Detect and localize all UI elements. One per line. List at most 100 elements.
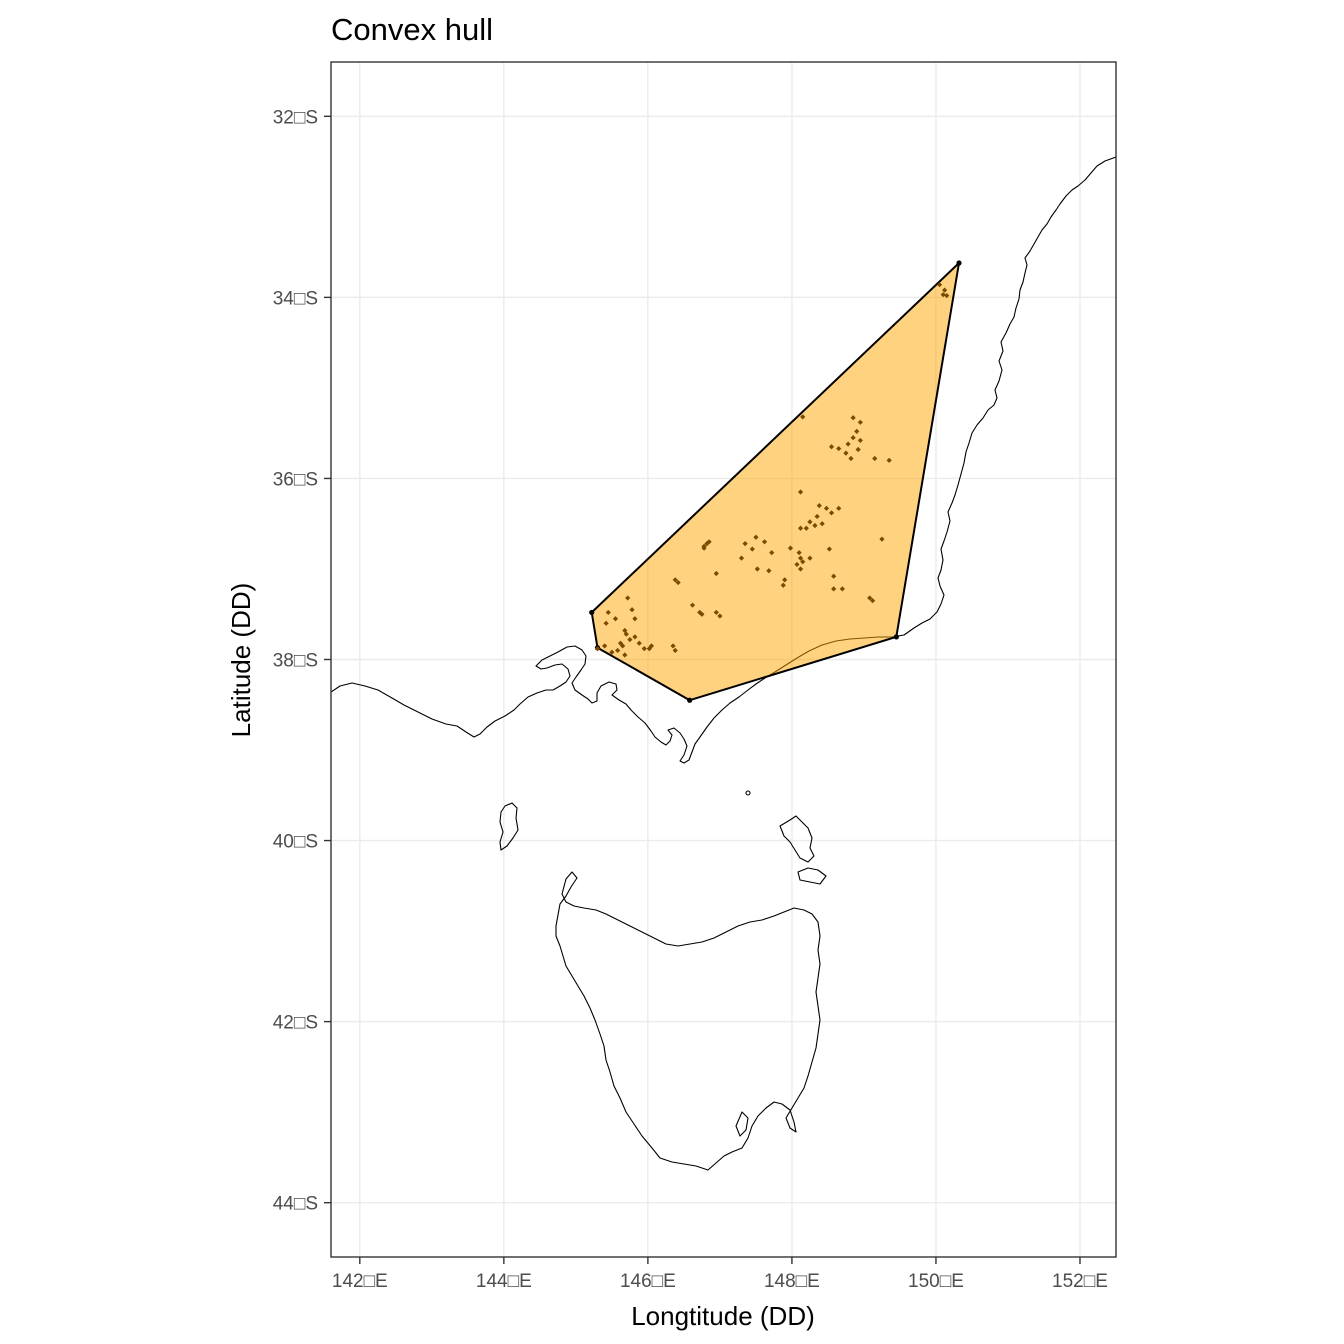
- y-tick-label: 32□S: [273, 107, 318, 128]
- occurrence-point: [738, 555, 745, 561]
- x-tick-label: 152□E: [1052, 1271, 1108, 1292]
- occurrence-point: [879, 536, 885, 542]
- coastline-bruny-island: [735, 1111, 749, 1137]
- occurrence-point: [609, 649, 615, 655]
- occurrence-point: [689, 602, 696, 608]
- points-layer: [594, 282, 950, 658]
- occurrence-point: [816, 502, 822, 509]
- occurrence-point: [782, 577, 788, 583]
- occurrence-point: [828, 444, 835, 450]
- occurrence-point: [857, 419, 863, 425]
- coastline-cape-barren-island: [797, 867, 827, 885]
- occurrence-point: [675, 579, 681, 586]
- occurrence-point: [854, 428, 860, 434]
- x-tick-label: 150□E: [908, 1271, 964, 1292]
- y-tick-label: 44□S: [273, 1194, 318, 1215]
- convex-hull-polygon: [590, 262, 960, 702]
- occurrence-point: [615, 647, 621, 654]
- occurrence-point: [831, 586, 837, 592]
- occurrence-point: [836, 505, 842, 511]
- occurrence-point: [800, 414, 806, 420]
- occurrence-point: [754, 566, 760, 572]
- occurrence-point: [872, 455, 878, 462]
- occurrence-point: [797, 566, 804, 572]
- occurrence-point: [623, 631, 629, 637]
- coastline-tasmania: [555, 871, 821, 1171]
- occurrence-point: [672, 647, 678, 654]
- occurrence-point: [713, 570, 719, 577]
- occurrence-point: [831, 573, 837, 579]
- occurrence-point: [617, 640, 624, 646]
- occurrence-point: [800, 559, 806, 565]
- x-tick-label: 146□E: [620, 1271, 676, 1292]
- hull-vertex: [893, 634, 899, 640]
- occurrence-point: [706, 539, 712, 545]
- occurrence-point: [672, 577, 678, 583]
- y-axis: 32□S 34□S 36□S 38□S 40□S 42□S 44□S: [273, 107, 331, 1215]
- y-tick-label: 38□S: [273, 651, 318, 672]
- x-axis: 142□E 144□E 146□E 148□E 150□E 152□E: [332, 1257, 1108, 1292]
- occurrence-point: [797, 489, 804, 495]
- x-tick-label: 142□E: [332, 1271, 388, 1292]
- occurrence-point: [780, 582, 786, 588]
- occurrence-point: [701, 545, 707, 551]
- occurrence-point: [941, 287, 948, 293]
- occurrence-point: [823, 505, 830, 511]
- occurrence-point: [787, 545, 794, 551]
- occurrence-point: [839, 586, 845, 592]
- occurrence-point: [826, 546, 832, 552]
- occurrence-point: [594, 646, 601, 652]
- occurrence-point: [794, 561, 800, 568]
- occurrence-point: [886, 457, 892, 463]
- occurrence-point: [807, 555, 813, 561]
- occurrence-point: [857, 437, 863, 444]
- occurrence-point: [636, 640, 642, 646]
- occurrence-point: [648, 643, 655, 649]
- occurrence-point: [699, 611, 705, 617]
- occurrence-point: [632, 616, 638, 622]
- occurrence-point: [713, 609, 719, 616]
- occurrence-point: [670, 643, 676, 649]
- occurrence-point: [944, 292, 950, 299]
- occurrence-point: [603, 620, 609, 626]
- occurrence-point: [850, 435, 856, 441]
- occurrence-point: [836, 445, 842, 452]
- occurrence-point: [796, 550, 802, 556]
- occurrence-point: [627, 636, 633, 643]
- occurrence-point: [848, 455, 854, 462]
- occurrence-point: [814, 513, 820, 520]
- occurrence-point: [605, 609, 611, 616]
- hull-layer: [589, 260, 962, 703]
- occurrence-point: [819, 521, 825, 527]
- occurrence-point: [828, 510, 835, 516]
- hull-vertex: [687, 697, 693, 703]
- occurrence-point: [769, 550, 775, 556]
- occurrence-point: [797, 525, 804, 531]
- x-tick-label: 148□E: [764, 1271, 820, 1292]
- occurrence-point: [622, 627, 628, 634]
- occurrence-point: [749, 546, 755, 552]
- occurrence-point: [717, 613, 723, 619]
- occurrence-point: [620, 643, 626, 649]
- map-panel: [331, 156, 1116, 1171]
- occurrence-point: [742, 541, 748, 547]
- y-axis-title: Latitude (DD): [226, 583, 256, 738]
- y-tick-label: 34□S: [273, 288, 318, 309]
- hull-vertex: [956, 260, 962, 266]
- coastline-flinders-island: [779, 815, 815, 863]
- occurrence-point: [803, 525, 809, 531]
- y-tick-label: 40□S: [273, 832, 318, 853]
- occurrence-point: [629, 607, 635, 613]
- coastline-mainland: [331, 156, 1116, 764]
- occurrence-point: [940, 292, 946, 298]
- hull-vertex: [589, 609, 595, 616]
- occurrence-point: [766, 568, 772, 574]
- occurrence-point: [812, 522, 818, 529]
- occurrence-point: [807, 519, 813, 525]
- occurrence-point: [855, 446, 861, 453]
- y-tick-label: 36□S: [273, 469, 318, 490]
- coastline-islet: [745, 790, 751, 796]
- occurrence-point: [612, 616, 619, 622]
- coastline-king-island: [499, 802, 519, 851]
